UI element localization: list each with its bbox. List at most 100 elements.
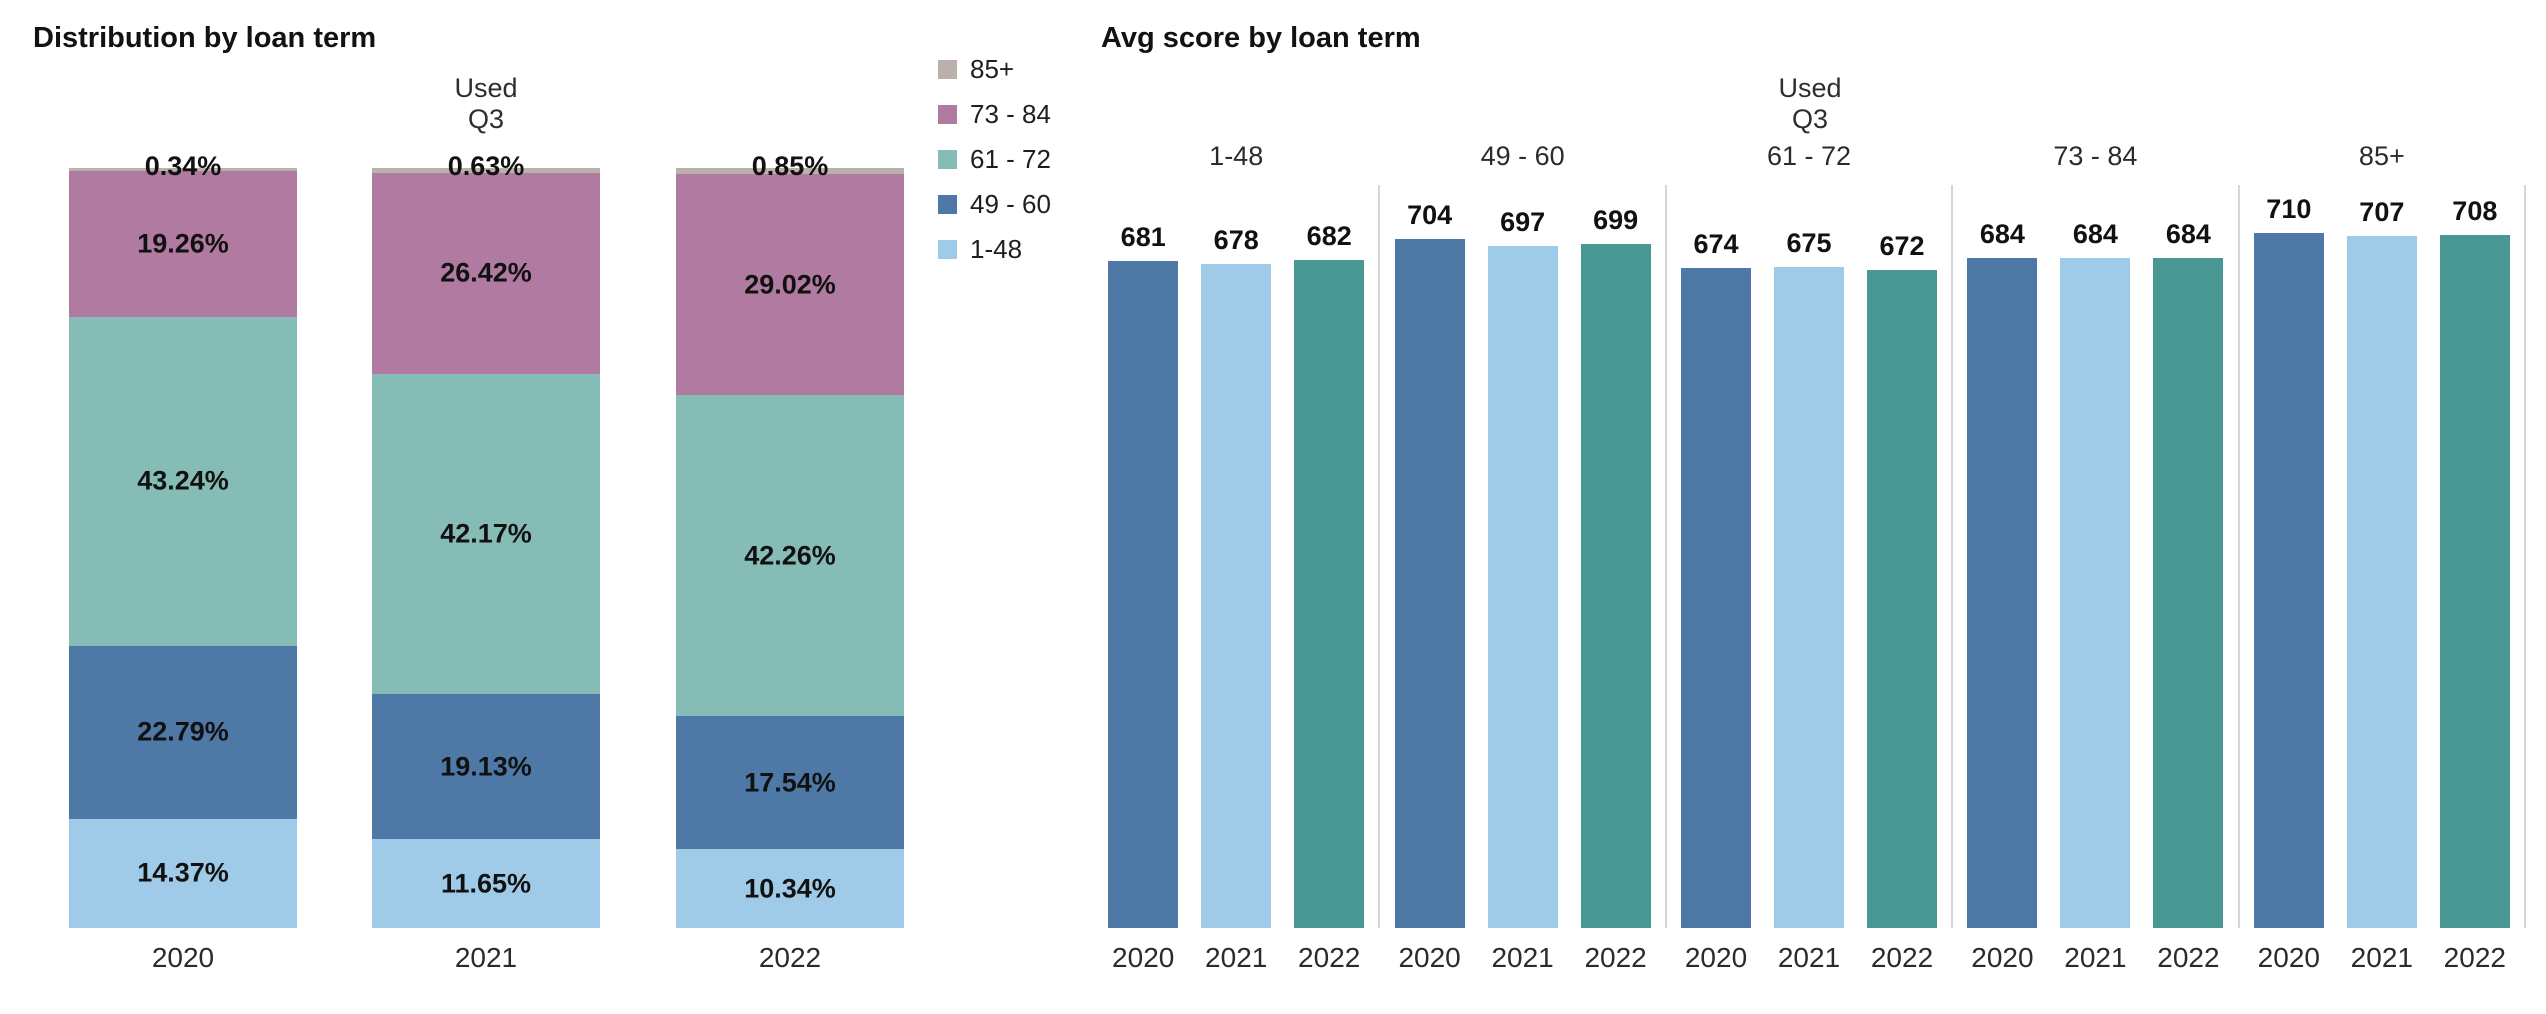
bar-value-label: 672 <box>1879 231 1925 261</box>
x-axis-label-2021: 2021 <box>2064 942 2127 973</box>
legend-label: 61 - 72 <box>970 144 1051 174</box>
x-axis-label-2021: 2021 <box>1205 942 1268 973</box>
segment-value-label: 43.24% <box>137 465 229 496</box>
group-header-label: 49 - 60 <box>1480 141 1565 171</box>
bar-column-2022: 699 2022 <box>1580 185 1651 973</box>
score-bar-2022[interactable] <box>2153 258 2224 928</box>
bar-segment-49-60[interactable]: 17.54% <box>676 716 904 850</box>
score-bar-2022[interactable] <box>1580 244 1651 928</box>
swatch-49-60-icon <box>938 195 957 214</box>
bar-column-2022: 682 2022 <box>1294 185 1365 973</box>
legend-item-61-72[interactable]: 61 - 72 <box>938 144 1051 175</box>
score-bar-2020[interactable] <box>2253 233 2324 928</box>
segment-value-label: 42.26% <box>744 540 836 571</box>
bar-value-label: 699 <box>1593 205 1639 235</box>
x-axis-label-2021: 2021 <box>2350 942 2413 973</box>
score-bar-2021[interactable] <box>1774 267 1845 928</box>
score-bar-2020[interactable] <box>1108 261 1179 928</box>
bar-value-label: 682 <box>1306 221 1352 251</box>
bar-segment-73-84[interactable]: 29.02% <box>676 174 904 395</box>
score-bar-2021[interactable] <box>2346 236 2417 928</box>
bar-column-2020: 674 2020 <box>1681 185 1752 973</box>
group-header-label: 1-48 <box>1209 141 1264 171</box>
x-axis-label-2020: 2020 <box>1971 942 2034 973</box>
segment-value-label: 26.42% <box>440 257 532 288</box>
legend-label: 1-48 <box>970 234 1023 264</box>
bar-value-label: 708 <box>2452 196 2498 226</box>
segment-value-label: 10.34% <box>744 873 836 904</box>
segment-value-label: 19.13% <box>440 751 532 782</box>
term-group-1-48: 1-48 681 2020 678 2021 682 2022 <box>1094 141 1381 973</box>
x-axis-label-2022: 2022 <box>2157 942 2220 973</box>
bar-segment-73-84[interactable]: 19.26% <box>69 170 297 317</box>
x-axis-label-2020: 2020 <box>1112 942 1175 973</box>
grouped-bar-plot: 1-48 681 2020 678 2021 682 2022 49 - 60 704 2020 6… <box>1094 141 2527 973</box>
bar-segment-85+[interactable]: 0.63% <box>372 151 600 181</box>
left-chart-title: Distribution by loan term <box>33 22 377 54</box>
bar-segment-49-60[interactable]: 22.79% <box>69 645 297 819</box>
segment-value-label: 0.63% <box>447 151 525 181</box>
bar-segment-61-72[interactable]: 43.24% <box>69 316 297 646</box>
group-header-label: 61 - 72 <box>1766 141 1852 171</box>
score-bar-2022[interactable] <box>1294 260 1365 928</box>
swatch-85plus-icon <box>938 60 957 79</box>
bar-column-2020: 681 2020 <box>1108 185 1179 973</box>
x-axis-label-2022: 2022 <box>758 942 822 973</box>
bar-column-2020: 684 2020 <box>1967 185 2038 973</box>
legend-label: 73 - 84 <box>970 99 1051 129</box>
group-header-label: 85+ <box>2358 141 2405 171</box>
score-bar-2021[interactable] <box>2060 258 2131 928</box>
left-pane-header-line1: Used <box>454 73 518 103</box>
left-pane-header: Used Q3 <box>372 73 600 135</box>
x-axis-label-2021: 2021 <box>1491 942 1554 973</box>
x-axis-label-2022: 2022 <box>1584 942 1647 973</box>
stacked-bar-2022[interactable]: 0.85% 29.02% 42.26% 17.54% 10.34% 2022 <box>676 151 904 973</box>
score-bar-2022[interactable] <box>2439 235 2510 928</box>
bar-column-2021: 678 2021 <box>1201 185 1272 973</box>
right-chart-title: Avg score by loan term <box>1101 22 1421 54</box>
bar-segment-85+[interactable]: 0.34% <box>69 151 297 181</box>
bar-column-2020: 710 2020 <box>2253 185 2324 973</box>
x-axis-label-2020: 2020 <box>2257 942 2320 973</box>
term-group-49-60: 49 - 60 704 2020 697 2021 699 2022 <box>1380 141 1667 973</box>
x-axis-label-2020: 2020 <box>151 942 215 973</box>
swatch-73-84-icon <box>938 105 957 124</box>
stacked-bar-2021[interactable]: 0.63% 26.42% 42.17% 19.13% 11.65% 2021 <box>372 151 600 973</box>
term-group-61-72: 61 - 72 674 2020 675 2021 672 2022 <box>1667 141 1954 973</box>
bar-column-2021: 675 2021 <box>1774 185 1845 973</box>
bar-value-label: 707 <box>2359 197 2405 227</box>
term-group-73-84: 73 - 84 684 2020 684 2021 684 2022 <box>1953 141 2240 973</box>
bar-segment-85+[interactable]: 0.85% <box>676 151 904 181</box>
score-bar-2020[interactable] <box>1394 239 1465 928</box>
x-axis-label-2022: 2022 <box>2443 942 2506 973</box>
score-bar-2020[interactable] <box>1967 258 2038 928</box>
score-bar-2020[interactable] <box>1681 268 1752 928</box>
bar-segment-49-60[interactable]: 19.13% <box>372 694 600 840</box>
stacked-bar-2020[interactable]: 0.34% 19.26% 43.24% 22.79% 14.37% 2020 <box>69 151 297 973</box>
score-bar-2021[interactable] <box>1201 264 1272 928</box>
bar-column-2020: 704 2020 <box>1394 185 1465 973</box>
legend-item-85+[interactable]: 85+ <box>938 54 1051 85</box>
bar-value-label: 684 <box>2072 219 2118 249</box>
segment-value-label: 19.26% <box>137 228 229 259</box>
bar-segment-61-72[interactable]: 42.17% <box>372 373 600 695</box>
bar-segment-1-48[interactable]: 11.65% <box>372 839 600 928</box>
bar-segment-73-84[interactable]: 26.42% <box>372 172 600 374</box>
score-bar-2022[interactable] <box>1867 270 1938 928</box>
bar-value-label: 678 <box>1213 225 1259 255</box>
score-bar-2021[interactable] <box>1487 246 1558 928</box>
segment-value-label: 0.34% <box>144 151 222 181</box>
legend-item-73-84[interactable]: 73 - 84 <box>938 99 1051 130</box>
x-axis-label-2021: 2021 <box>1777 942 1841 973</box>
x-axis-label-2020: 2020 <box>1684 942 1748 973</box>
bar-segment-1-48[interactable]: 14.37% <box>69 818 297 928</box>
bar-value-label: 674 <box>1693 229 1739 259</box>
bar-column-2021: 707 2021 <box>2346 185 2417 973</box>
loan-term-legend: 85+ 73 - 84 61 - 72 49 - 60 1-48 <box>938 54 1051 265</box>
legend-item-49-60[interactable]: 49 - 60 <box>938 189 1051 220</box>
bar-segment-1-48[interactable]: 10.34% <box>676 849 904 928</box>
bar-column-2021: 684 2021 <box>2060 185 2131 973</box>
legend-item-1-48[interactable]: 1-48 <box>938 234 1051 265</box>
bar-segment-61-72[interactable]: 42.26% <box>676 394 904 717</box>
